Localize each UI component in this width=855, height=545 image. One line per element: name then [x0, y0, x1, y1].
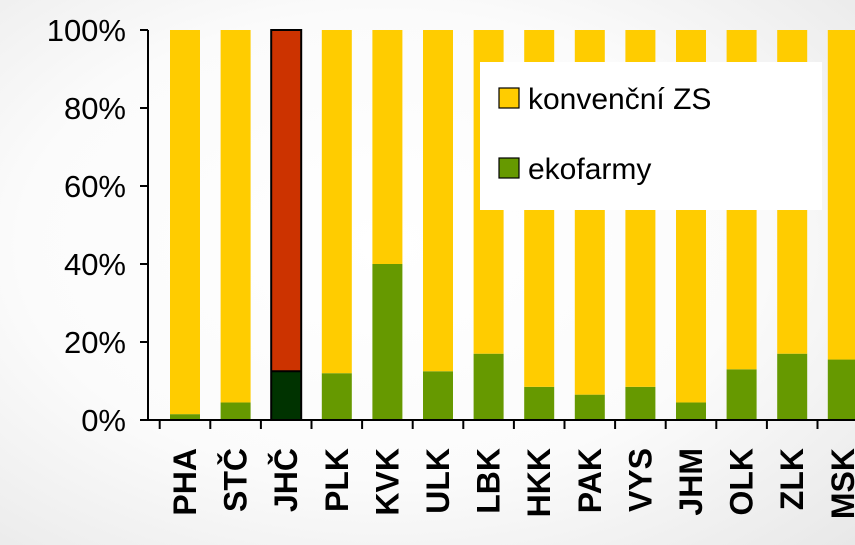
x-tick-label-jhm: JHM	[673, 448, 709, 516]
x-tick-label-plk: PLK	[319, 448, 355, 512]
bar-ekofarmy-ulk	[423, 371, 453, 420]
legend: konvenční ZS ekofarmy	[480, 62, 822, 210]
bar-ekofarmy-stc	[220, 402, 251, 420]
bar-ekofarmy-olk	[726, 369, 757, 420]
y-tick-label: 60%	[64, 169, 126, 204]
legend-swatch-konvencni-zs	[498, 87, 520, 109]
x-tick-label-stc: STČ	[218, 448, 254, 512]
x-tick-label-lbk: LBK	[471, 448, 507, 514]
bar-konvencni-zs-plk	[321, 30, 352, 374]
bar-ekofarmy-lbk	[473, 353, 504, 420]
legend-label-konvencni-zs: konvenční ZS	[528, 83, 711, 116]
x-tick-label-jhc: JHČ	[268, 448, 304, 512]
y-tick-label: 20%	[64, 325, 126, 360]
x-tick-label-msk: MSK	[825, 448, 855, 519]
x-tick-label-vys: VYS	[622, 448, 658, 512]
bar-konvencni-zs-msk	[827, 30, 855, 360]
x-tick-label-kvk: KVK	[369, 448, 405, 516]
bar-konvencni-zs-jhc	[271, 30, 302, 372]
bar-ekofarmy-jhc	[271, 371, 302, 420]
bar-konvencni-zs-stc	[220, 30, 251, 403]
x-tick-label-olk: OLK	[724, 448, 760, 516]
x-tick-label-pak: PAK	[572, 448, 608, 513]
bar-ekofarmy-zlk	[777, 353, 808, 420]
x-tick-label-pha: PHA	[167, 448, 203, 516]
bar-konvencni-zs-kvk	[372, 30, 403, 264]
axes-group	[147, 30, 855, 421]
y-tick-label: 0%	[81, 403, 126, 438]
x-tick-group: PHA STČ JHČ PLK KVK ULK LBK HKK PAK VYS JHM OLK ZLK M…	[158, 420, 855, 519]
legend-label-ekofarmy: ekofarmy	[528, 153, 651, 186]
bar-ekofarmy-jhm	[676, 402, 706, 420]
bar-ekofarmy-kvk	[372, 264, 403, 420]
x-tick-label-zlk: ZLK	[774, 448, 810, 510]
bar-konvencni-zs-ulk	[423, 30, 453, 372]
y-tick-label: 80%	[64, 91, 126, 126]
x-tick-label-hkk: HKK	[521, 448, 557, 517]
y-tick-label: 40%	[64, 247, 126, 282]
bar-ekofarmy-msk	[827, 359, 855, 420]
bar-ekofarmy-pha	[170, 414, 200, 420]
bar-konvencni-zs-pha	[170, 30, 200, 415]
bar-ekofarmy-vys	[625, 386, 656, 420]
legend-box	[480, 62, 822, 210]
bar-ekofarmy-plk	[321, 373, 352, 420]
legend-swatch-ekofarmy	[498, 157, 520, 179]
x-tick-label-ulk: ULK	[420, 448, 456, 514]
y-tick-group: 0% 20% 40% 60% 80% 100%	[47, 13, 148, 438]
bar-ekofarmy-hkk	[524, 386, 555, 420]
bar-ekofarmy-pak	[574, 394, 605, 420]
y-tick-label: 100%	[47, 13, 126, 48]
